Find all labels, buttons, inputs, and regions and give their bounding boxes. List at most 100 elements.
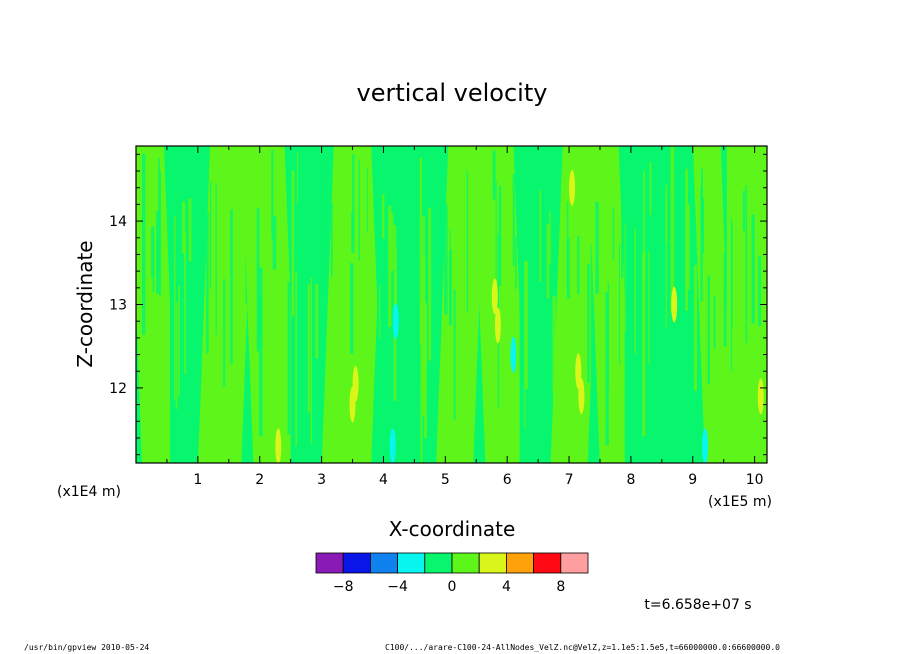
field-streak (453, 289, 456, 420)
field-streak (713, 295, 716, 349)
field-streak (307, 284, 310, 413)
y-tick-label: 14 (109, 214, 127, 230)
field-streak (566, 238, 570, 299)
x-axis-label: X-coordinate (389, 517, 516, 541)
field-streak (700, 186, 703, 302)
field-streak (259, 267, 263, 437)
colorbar-bin (397, 552, 426, 574)
field-streak (723, 252, 727, 347)
colorbar-bin (560, 552, 589, 574)
field-streak (665, 184, 668, 244)
footer-left: /usr/bin/gpview 2010-05-24 (24, 643, 149, 652)
field-band (473, 146, 526, 463)
field-streak (498, 185, 502, 286)
downdraft-feature (702, 428, 709, 463)
field-streak (612, 206, 615, 260)
colorbar-bin (533, 552, 562, 574)
x-tick-label: 8 (626, 472, 635, 488)
field-band (436, 146, 486, 463)
field-streak (158, 171, 162, 296)
x-tick-label: 10 (746, 472, 764, 488)
downdraft-feature (392, 303, 399, 340)
field-streak (444, 204, 448, 315)
updraft-feature (578, 378, 585, 415)
x-tick-label: 7 (565, 472, 574, 488)
time-label: t=6.658e+07 s (644, 597, 751, 613)
updraft-feature (494, 307, 501, 344)
chart-title: vertical velocity (357, 79, 548, 107)
field-streak (184, 233, 186, 374)
field-streak (142, 153, 146, 335)
y-axis-label: Z-coordinate (73, 240, 97, 367)
downdraft-feature (510, 336, 517, 373)
field-streak (670, 146, 675, 313)
field-streak (742, 191, 745, 231)
field-streak (358, 159, 360, 261)
field-streak (352, 154, 355, 237)
field-streak (495, 181, 497, 280)
updraft-feature (671, 286, 678, 323)
field-streak (549, 211, 551, 265)
field-streak (366, 167, 368, 233)
field-streak (466, 170, 469, 312)
colorbar-label: 0 (448, 579, 457, 595)
field-streak (156, 211, 160, 294)
field-band (658, 146, 705, 463)
x-tick-label: 1 (193, 472, 202, 488)
field-band (198, 146, 254, 463)
field-streak (390, 212, 394, 271)
updraft-feature (275, 428, 282, 463)
field-streak (515, 236, 517, 289)
colorbar-bin (505, 552, 534, 574)
field-band (241, 146, 297, 463)
field-streak (315, 283, 319, 359)
x-tick-label: 3 (317, 472, 326, 488)
field-streak (685, 168, 688, 311)
field-streak (621, 200, 623, 278)
x-tick-label: 5 (441, 472, 450, 488)
colorbar-label: 8 (556, 579, 565, 595)
colorbar-label: 4 (502, 579, 511, 595)
field-streak (258, 297, 261, 339)
updraft-feature (569, 169, 576, 206)
field-streak (492, 150, 496, 200)
colorbar-bin (478, 552, 507, 574)
colorbar-label: −8 (333, 579, 354, 595)
field-streak (151, 226, 155, 279)
field-streak (649, 161, 652, 215)
field-streak (330, 202, 333, 277)
colorbar-bin (342, 552, 371, 574)
field-streak (512, 174, 515, 266)
colorbar-bin (451, 552, 480, 574)
field-streak (223, 278, 226, 387)
field-streak (287, 282, 291, 435)
field-streak (546, 224, 550, 299)
field-streak (272, 215, 277, 270)
field-streak (295, 271, 297, 447)
field-streak (209, 181, 212, 290)
downdraft-feature (389, 428, 396, 463)
y-tick-label: 12 (109, 381, 127, 397)
field-streak (665, 195, 667, 328)
field-streak (648, 250, 650, 365)
updraft-feature (757, 378, 764, 415)
colorbar: −8 −4 0 4 8 (315, 552, 589, 595)
x-tick-label: 4 (379, 472, 388, 488)
field-streak (587, 263, 590, 383)
field-streak (605, 292, 609, 446)
field-band (550, 146, 600, 463)
field-streak (624, 223, 626, 332)
field-streak (702, 198, 705, 254)
updraft-feature (349, 386, 356, 423)
field-streak (577, 235, 580, 295)
field-streak (215, 183, 217, 335)
field-streak (428, 208, 432, 361)
x-tick-label: 9 (688, 472, 697, 488)
field-streak (539, 190, 542, 282)
field-streak (642, 252, 646, 437)
field-streak (174, 216, 176, 400)
field-band (136, 146, 177, 463)
field-streak (607, 282, 609, 390)
